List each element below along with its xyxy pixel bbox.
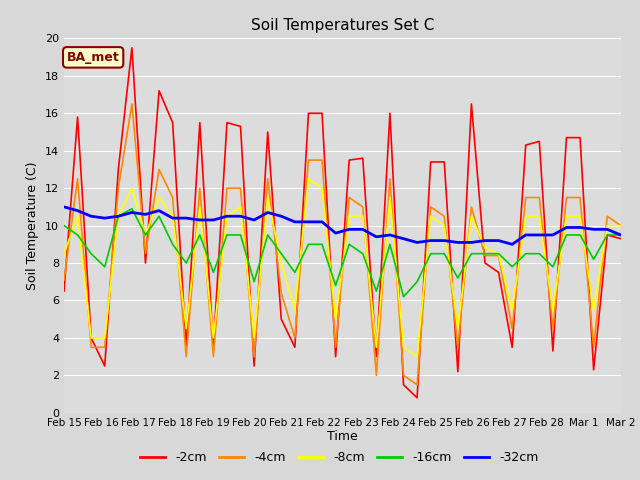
- Y-axis label: Soil Temperature (C): Soil Temperature (C): [26, 161, 40, 290]
- Title: Soil Temperatures Set C: Soil Temperatures Set C: [251, 18, 434, 33]
- X-axis label: Time: Time: [327, 431, 358, 444]
- Text: BA_met: BA_met: [67, 51, 120, 64]
- Legend: -2cm, -4cm, -8cm, -16cm, -32cm: -2cm, -4cm, -8cm, -16cm, -32cm: [135, 446, 543, 469]
